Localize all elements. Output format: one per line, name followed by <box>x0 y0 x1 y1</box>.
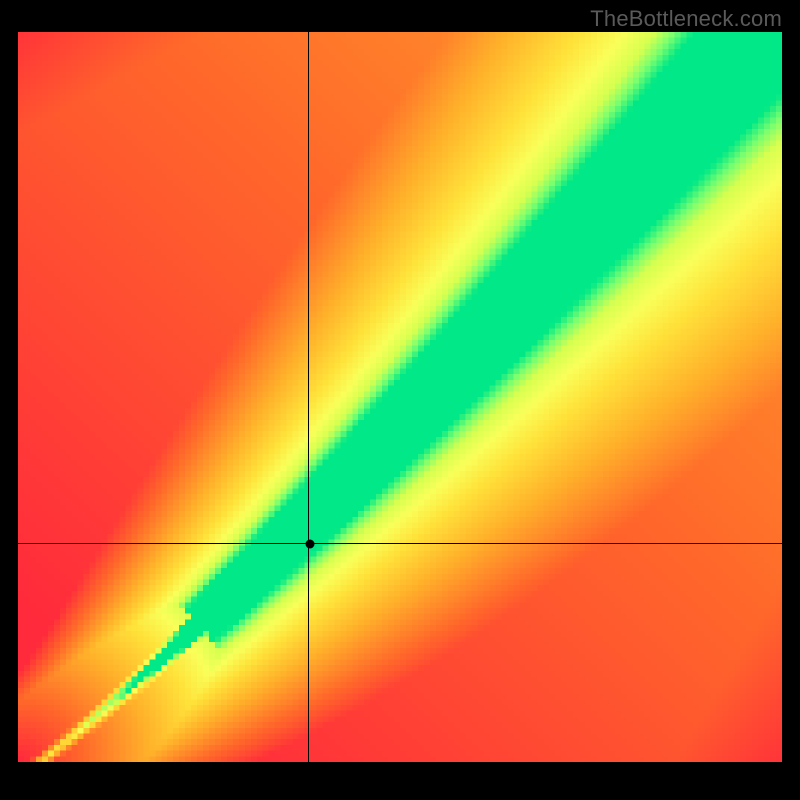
crosshair-vertical <box>308 32 309 762</box>
marker-dot <box>305 540 314 549</box>
crosshair-horizontal <box>18 543 782 544</box>
watermark-text: TheBottleneck.com <box>590 6 782 32</box>
heatmap-canvas <box>18 32 782 762</box>
heatmap-plot-area <box>18 32 782 762</box>
